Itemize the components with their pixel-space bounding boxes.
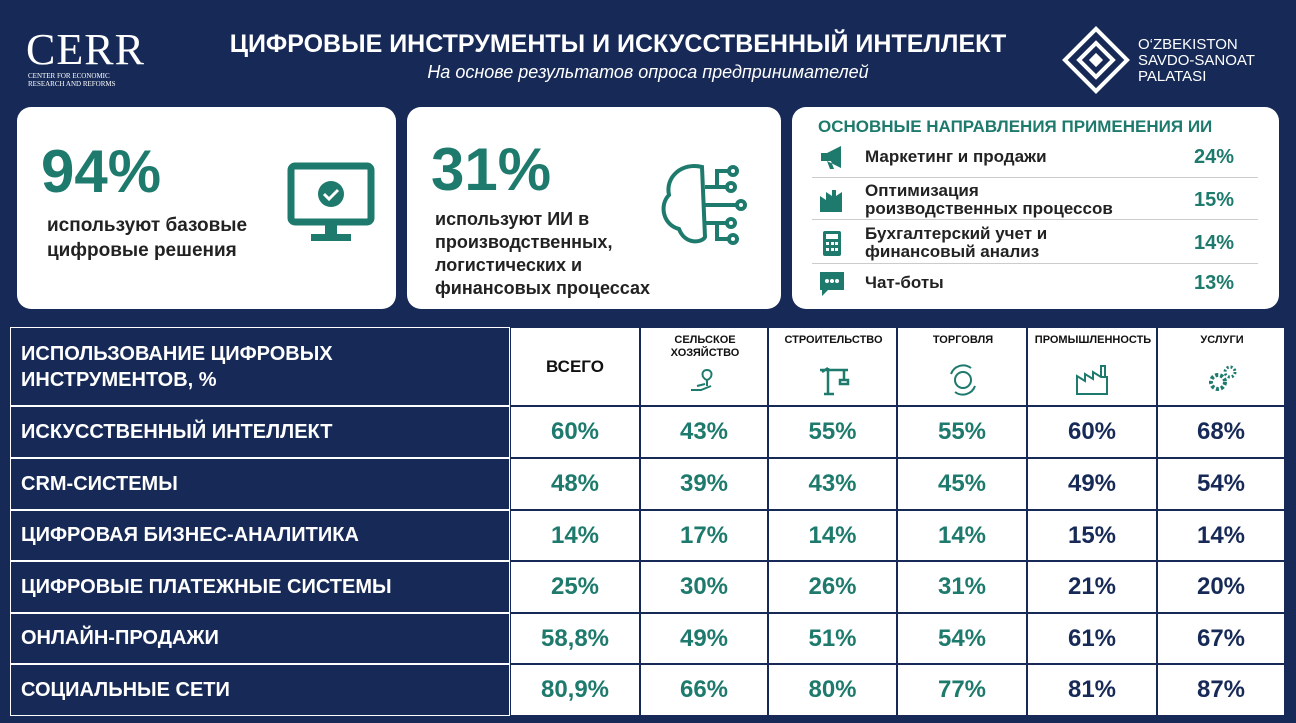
column-header: УСЛУГИ bbox=[1157, 327, 1285, 406]
table-cell: 26% bbox=[768, 561, 897, 613]
column-header: СЕЛЬСКОЕ ХОЗЯЙСТВО bbox=[640, 327, 768, 406]
column-title: УСЛУГИ bbox=[1200, 334, 1244, 346]
table-cell: 43% bbox=[640, 406, 768, 458]
logo-left-sub: CENTER FOR ECONOMIC RESEARCH AND REFORMS bbox=[28, 72, 116, 88]
table-cell: 45% bbox=[897, 458, 1027, 510]
item-icon bbox=[823, 231, 841, 256]
separator bbox=[812, 219, 1258, 220]
logo-line: O‘ZBEKISTON bbox=[1138, 36, 1238, 53]
column-icon bbox=[950, 364, 976, 396]
ai-brain-icon bbox=[661, 164, 747, 245]
logo-line: SAVDO-SANOAT bbox=[1138, 52, 1255, 69]
table-cell: 14% bbox=[510, 510, 640, 561]
card-text: используют ИИ в производственных, логист… bbox=[435, 209, 650, 298]
item-label: Оптимизация роизводственных процессов bbox=[865, 181, 1113, 218]
logo-line: PALATASI bbox=[1138, 68, 1207, 85]
table-cell: 49% bbox=[1027, 458, 1157, 510]
column-title: СТРОИТЕЛЬСТВО bbox=[784, 334, 883, 346]
column-title: ПРОМЫШЛЕННОСТЬ bbox=[1034, 334, 1152, 346]
logo-right-icon bbox=[1062, 26, 1130, 94]
column-icon bbox=[1076, 365, 1108, 395]
column-title: ВСЕГО bbox=[546, 356, 604, 376]
card-value: 31% bbox=[431, 136, 552, 203]
table-cell: 43% bbox=[768, 458, 897, 510]
item-value: 14% bbox=[1193, 232, 1235, 254]
table-cell: 58,8% bbox=[510, 613, 640, 664]
column-header: ПРОМЫШЛЕННОСТЬ bbox=[1027, 327, 1157, 406]
table-cell: 39% bbox=[640, 458, 768, 510]
item-icon bbox=[820, 190, 842, 212]
table-cell: 80,9% bbox=[510, 664, 640, 716]
table-cell: 68% bbox=[1157, 406, 1285, 458]
separator bbox=[812, 177, 1258, 178]
logo-line: RESEARCH AND REFORMS bbox=[28, 80, 116, 88]
monitor-icon bbox=[287, 162, 375, 241]
card-title: ОСНОВНЫЕ НАПРАВЛЕНИЯ ПРИМЕНЕНИЯ ИИ bbox=[818, 117, 1213, 136]
logo-left: CERR bbox=[26, 25, 145, 74]
logo-line: CENTER FOR ECONOMIC bbox=[28, 72, 110, 80]
item-label: Бухгалтерский учет и финансовый анализ bbox=[865, 224, 1048, 261]
table-cell: 14% bbox=[897, 510, 1027, 561]
table-cell: 87% bbox=[1157, 664, 1285, 716]
subtitle: На основе результатов опроса предпринима… bbox=[427, 62, 869, 82]
column-header: СТРОИТЕЛЬСТВО bbox=[768, 327, 897, 406]
table-cell: 48% bbox=[510, 458, 640, 510]
table-cell: 17% bbox=[640, 510, 768, 561]
column-header: ВСЕГО bbox=[510, 327, 640, 406]
ai-directions-card: ОСНОВНЫЕ НАПРАВЛЕНИЯ ПРИМЕНЕНИЯ ИИ Марке… bbox=[792, 107, 1279, 309]
card: 31% используют ИИ в производственных, ло… bbox=[407, 107, 781, 309]
table-cell: 51% bbox=[768, 613, 897, 664]
row-label: ЦИФРОВАЯ БИЗНЕС-АНАЛИТИКА bbox=[10, 510, 510, 561]
table-cell: 14% bbox=[1157, 510, 1285, 561]
card-text: используют базовые цифровые решения bbox=[47, 215, 248, 261]
table-cell: 21% bbox=[1027, 561, 1157, 613]
table-cell: 30% bbox=[640, 561, 768, 613]
table-cell: 66% bbox=[640, 664, 768, 716]
item-label: Чат-боты bbox=[865, 273, 944, 292]
table-cell: 67% bbox=[1157, 613, 1285, 664]
row-label: СОЦИАЛЬНЫЕ СЕТИ bbox=[10, 664, 510, 716]
row-label: ОНЛАЙН-ПРОДАЖИ bbox=[10, 613, 510, 664]
column-icon bbox=[819, 366, 849, 396]
table-cell: 14% bbox=[768, 510, 897, 561]
title: ЦИФРОВЫЕ ИНСТРУМЕНТЫ И ИСКУССТВЕННЫЙ ИНТ… bbox=[229, 30, 1007, 58]
item-icon bbox=[821, 146, 841, 169]
table-header: ИСПОЛЬЗОВАНИЕ ЦИФРОВЫХ ИНСТРУМЕНТОВ, % bbox=[10, 327, 510, 406]
item-value: 13% bbox=[1193, 272, 1235, 294]
table-cell: 61% bbox=[1027, 613, 1157, 664]
row-label: ЦИФРОВЫЕ ПЛАТЕЖНЫЕ СИСТЕМЫ bbox=[10, 561, 510, 613]
item-value: 15% bbox=[1193, 189, 1235, 211]
table-cell: 60% bbox=[510, 406, 640, 458]
row-label: ИСКУССТВЕННЫЙ ИНТЕЛЛЕКТ bbox=[10, 406, 510, 458]
card-value: 94% bbox=[41, 138, 162, 205]
column-icon bbox=[691, 369, 713, 391]
table-cell: 55% bbox=[897, 406, 1027, 458]
table-cell: 49% bbox=[640, 613, 768, 664]
table-cell: 77% bbox=[897, 664, 1027, 716]
table: ИСПОЛЬЗОВАНИЕ ЦИФРОВЫХ ИНСТРУМЕНТОВ, % ВС… bbox=[10, 327, 1285, 716]
table-cell: 20% bbox=[1157, 561, 1285, 613]
table-cell: 55% bbox=[768, 406, 897, 458]
table-cell: 15% bbox=[1027, 510, 1157, 561]
table-cell: 54% bbox=[1157, 458, 1285, 510]
table-cell: 60% bbox=[1027, 406, 1157, 458]
table-cell: 54% bbox=[897, 613, 1027, 664]
separator bbox=[812, 263, 1258, 264]
column-icon bbox=[1209, 365, 1237, 391]
column-title: ТОРГОВЛЯ bbox=[932, 334, 994, 346]
table-cell: 80% bbox=[768, 664, 897, 716]
column-header: ТОРГОВЛЯ bbox=[897, 327, 1027, 406]
logo-right-text: O‘ZBEKISTON SAVDO-SANOAT PALATASI bbox=[1138, 37, 1255, 85]
table-cell: 25% bbox=[510, 561, 640, 613]
table-cell: 31% bbox=[897, 561, 1027, 613]
item-label: Маркетинг и продажи bbox=[865, 147, 1047, 166]
column-title: СЕЛЬСКОЕ ХОЗЯЙСТВО bbox=[670, 334, 740, 359]
card: 94% используют базовые цифровые решения bbox=[17, 107, 396, 309]
item-value: 24% bbox=[1193, 146, 1235, 168]
item-icon bbox=[820, 272, 844, 296]
table-cell: 81% bbox=[1027, 664, 1157, 716]
row-label: CRM-СИСТЕМЫ bbox=[10, 458, 510, 510]
